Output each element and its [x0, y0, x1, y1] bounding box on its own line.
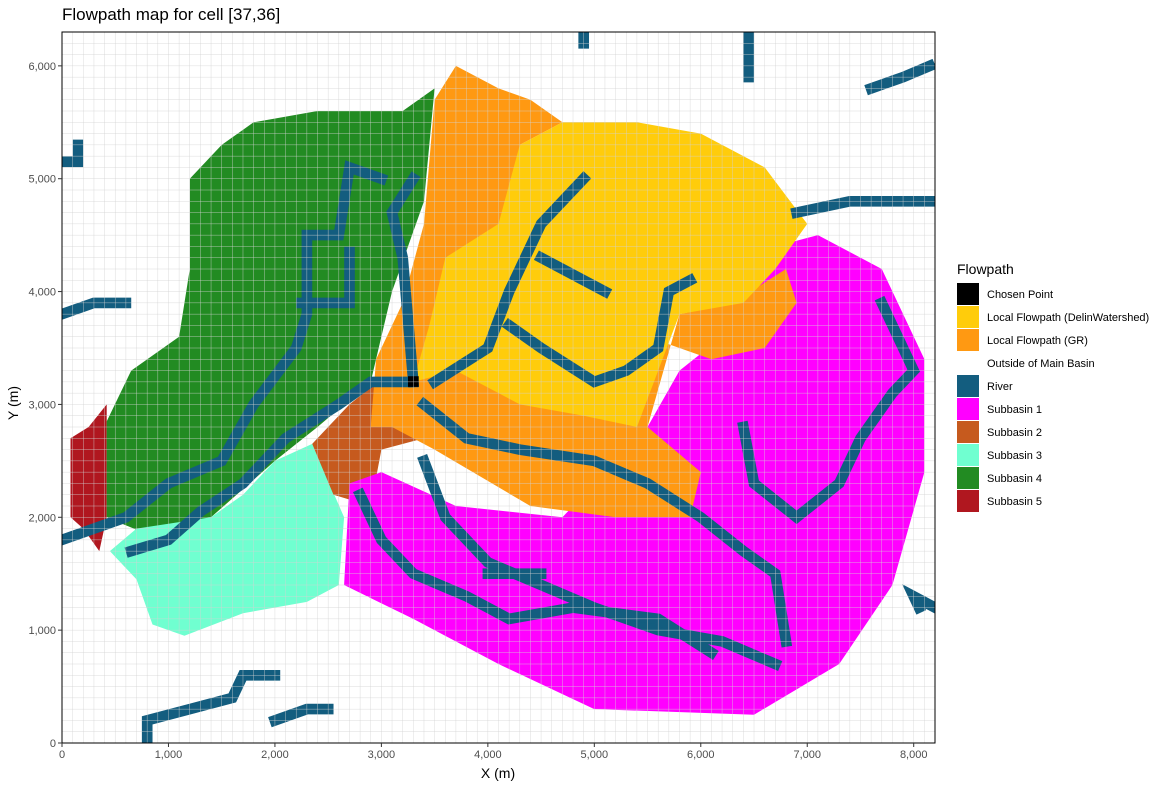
legend-swatch — [957, 398, 979, 420]
legend-label: Subbasin 3 — [987, 450, 1042, 462]
cell-grid — [62, 32, 935, 743]
legend-label: Subbasin 2 — [987, 427, 1042, 439]
x-tick-label: 7,000 — [793, 749, 821, 761]
y-tick-label: 3,000 — [28, 399, 56, 411]
legend-label: Outside of Main Basin — [987, 358, 1095, 370]
legend-swatch — [957, 283, 979, 305]
legend-swatch — [957, 467, 979, 489]
x-tick-label: 0 — [59, 749, 65, 761]
legend-swatch — [957, 490, 979, 512]
legend-swatch — [957, 306, 979, 328]
plot-inner — [62, 32, 935, 743]
x-tick-label: 3,000 — [368, 749, 396, 761]
legend-label: Local Flowpath (GR) — [987, 335, 1088, 347]
x-tick-label: 6,000 — [687, 749, 715, 761]
river-segment — [62, 235, 313, 546]
legend-swatch — [957, 421, 979, 443]
y-tick-label: 2,000 — [28, 512, 56, 524]
river-segment — [62, 139, 84, 168]
region-local-flowpath-delinwatershed — [413, 122, 808, 428]
chart-title: Flowpath map for cell [37,36] — [62, 5, 280, 24]
x-tick-label: 5,000 — [581, 749, 609, 761]
axes: 0 1,000 2,000 3,000 4,000 5,000 6,000 7,000 8,00… — [28, 31, 936, 761]
legend-swatch — [957, 352, 979, 374]
x-tick-label: 8,000 — [900, 749, 928, 761]
y-tick-label: 0 — [50, 738, 56, 750]
x-tick-label: 2,000 — [261, 749, 289, 761]
legend-label: Local Flowpath (DelinWatershed) — [987, 312, 1149, 324]
legend-swatch — [957, 375, 979, 397]
y-tick-label: 5,000 — [28, 174, 56, 186]
plot-area — [62, 32, 935, 743]
legend-label: Subbasin 4 — [987, 473, 1042, 485]
legend-label: River — [987, 381, 1013, 393]
x-tick-label: 1,000 — [155, 749, 183, 761]
legend-title: Flowpath — [957, 261, 1014, 277]
region-subbasin-4 — [106, 88, 435, 535]
legend-label: Subbasin 1 — [987, 404, 1042, 416]
region-subbasin-5 — [70, 404, 107, 552]
y-tick-label: 4,000 — [28, 287, 56, 299]
legend-label: Subbasin 5 — [987, 496, 1042, 508]
y-tick-label: 6,000 — [28, 61, 56, 73]
x-axis-title: X (m) — [481, 765, 515, 781]
y-axis-title: Y (m) — [5, 386, 21, 420]
legend-label: Chosen Point — [987, 289, 1053, 301]
legend-swatch — [957, 329, 979, 351]
x-tick-label: 4,000 — [474, 749, 502, 761]
legend-swatch — [957, 444, 979, 466]
plot-border — [61, 31, 936, 744]
legend: Flowpath Chosen Point Local Flowpath (Del… — [957, 261, 1149, 512]
y-tick-label: 1,000 — [28, 625, 56, 637]
